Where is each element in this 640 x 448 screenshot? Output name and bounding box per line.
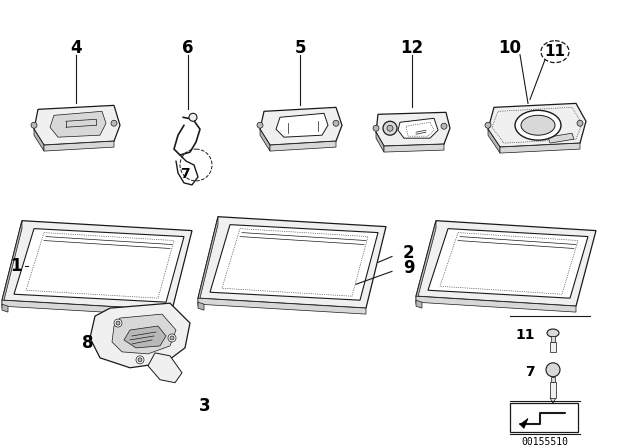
Polygon shape [488,103,586,147]
Text: 11: 11 [515,328,535,342]
Polygon shape [548,133,574,143]
Polygon shape [384,144,444,152]
Polygon shape [398,118,438,138]
Polygon shape [2,300,172,316]
Polygon shape [416,221,436,304]
Polygon shape [112,314,176,354]
Polygon shape [416,300,422,308]
Circle shape [333,120,339,126]
Polygon shape [550,397,556,404]
Circle shape [111,120,117,126]
Text: 4: 4 [70,39,82,57]
Circle shape [138,358,142,362]
Text: 7: 7 [180,167,190,181]
Circle shape [546,363,560,377]
Polygon shape [376,132,384,152]
Polygon shape [270,141,336,151]
Polygon shape [198,217,218,306]
Circle shape [257,122,263,128]
Text: 8: 8 [83,334,93,352]
Text: 9: 9 [403,259,415,277]
Polygon shape [198,298,366,314]
Polygon shape [34,129,44,151]
Polygon shape [198,302,204,310]
Text: 1: 1 [10,258,22,276]
Text: 10: 10 [499,39,522,57]
Circle shape [387,125,393,131]
Polygon shape [276,113,328,137]
Ellipse shape [521,115,555,135]
Text: 6: 6 [182,39,194,57]
Bar [510,403,578,432]
Polygon shape [428,228,588,298]
Text: 3: 3 [199,396,211,414]
Polygon shape [376,112,450,146]
FancyBboxPatch shape [550,342,556,352]
Circle shape [383,121,397,135]
Circle shape [577,120,583,126]
Text: 12: 12 [401,39,424,57]
Circle shape [485,122,491,128]
Polygon shape [260,129,270,151]
Circle shape [170,336,174,340]
Polygon shape [44,141,114,151]
Ellipse shape [547,329,559,337]
Circle shape [168,334,176,342]
Circle shape [136,356,144,364]
FancyBboxPatch shape [551,377,555,382]
Polygon shape [260,108,342,145]
Polygon shape [488,129,500,153]
Polygon shape [34,105,120,145]
Polygon shape [14,228,184,302]
Polygon shape [2,221,192,310]
Polygon shape [50,111,106,137]
Circle shape [189,113,197,121]
Polygon shape [210,224,378,300]
Circle shape [441,123,447,129]
Text: 7: 7 [525,365,535,379]
Text: 5: 5 [294,39,306,57]
Polygon shape [520,418,528,428]
Polygon shape [148,353,182,383]
Polygon shape [124,326,166,348]
Circle shape [116,321,120,325]
Polygon shape [90,303,190,368]
Polygon shape [198,217,386,308]
Polygon shape [2,304,8,312]
Text: 11: 11 [545,44,566,59]
Text: 00155510: 00155510 [522,437,568,448]
Ellipse shape [515,110,561,140]
FancyBboxPatch shape [550,382,556,397]
Polygon shape [500,143,580,153]
Circle shape [31,122,37,128]
FancyBboxPatch shape [551,336,555,342]
Circle shape [114,319,122,327]
Polygon shape [416,296,576,312]
Ellipse shape [541,41,569,63]
Polygon shape [416,221,596,306]
Polygon shape [2,221,22,308]
Circle shape [373,125,379,131]
Text: 2: 2 [403,245,415,263]
